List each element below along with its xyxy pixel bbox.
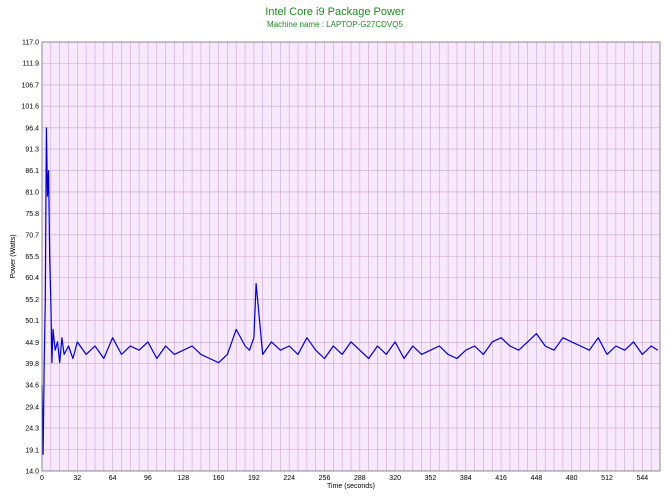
y-tick-label: 24.3 [25,426,39,433]
y-tick-label: 39.8 [25,361,39,368]
y-tick-labels: 14.0 19.1 24.3 29.4 34.6 39.8 44.9 50.1 55.2 60.4… [21,40,39,476]
y-tick-label: 111.9 [23,61,40,68]
y-tick-label: 117.0 [22,40,39,47]
y-tick-label: 96.4 [25,125,39,132]
x-tick-label: 128 [177,475,189,482]
y-tick-label: 50.1 [25,318,39,325]
y-tick-label: 70.7 [25,232,39,239]
series-layer [41,127,659,455]
x-tick-label: 544 [636,475,648,482]
x-tick-label: 224 [283,475,295,482]
y-tick-label: 60.4 [25,275,39,282]
x-tick-label: 320 [389,475,401,482]
y-tick-label: 81.0 [25,189,39,196]
x-axis-label: Time (seconds) [327,483,375,490]
y-tick-label: 106.7 [21,82,39,89]
y-axis-label: Power (Watts) [10,234,17,278]
y-tick-label: 91.3 [25,147,39,154]
x-tick-labels: 0 32 64 96 128 160 192 224 256 288 320 352 384 416 448… [40,475,648,482]
x-tick-label: 448 [531,475,543,482]
y-tick-label: 101.6 [21,104,39,111]
x-tick-label: 192 [248,475,260,482]
y-tick-label: 14.0 [25,469,39,476]
y-tick-label: 29.4 [25,404,39,411]
grid [41,41,661,472]
x-tick-label: 416 [495,475,507,482]
x-tick-label: 480 [566,475,578,482]
x-tick-label: 512 [601,475,613,482]
y-tick-label: 55.2 [25,297,39,304]
y-tick-label: 65.5 [25,254,39,261]
series-line [41,127,659,455]
y-tick-label: 75.8 [25,211,39,218]
x-tick-label: 96 [144,475,152,482]
x-tick-label: 256 [319,475,331,482]
x-tick-label: 64 [109,475,117,482]
x-tick-label: 384 [460,475,472,482]
chart-subtitle: Machine name : LAPTOP-G27CDVQ5 [267,20,403,29]
y-tick-label: 44.9 [25,340,39,347]
y-tick-label: 86.1 [25,168,39,175]
chart-title: Intel Core i9 Package Power [265,6,405,18]
x-tick-label: 32 [73,475,81,482]
x-tick-label: 0 [40,475,44,482]
y-tick-label: 19.1 [25,447,39,454]
x-tick-label: 352 [425,475,437,482]
plot-frame [41,41,661,472]
axes [41,41,661,472]
y-tick-label: 34.6 [25,383,39,390]
x-tick-label: 288 [354,475,366,482]
x-tick-label: 160 [213,475,225,482]
